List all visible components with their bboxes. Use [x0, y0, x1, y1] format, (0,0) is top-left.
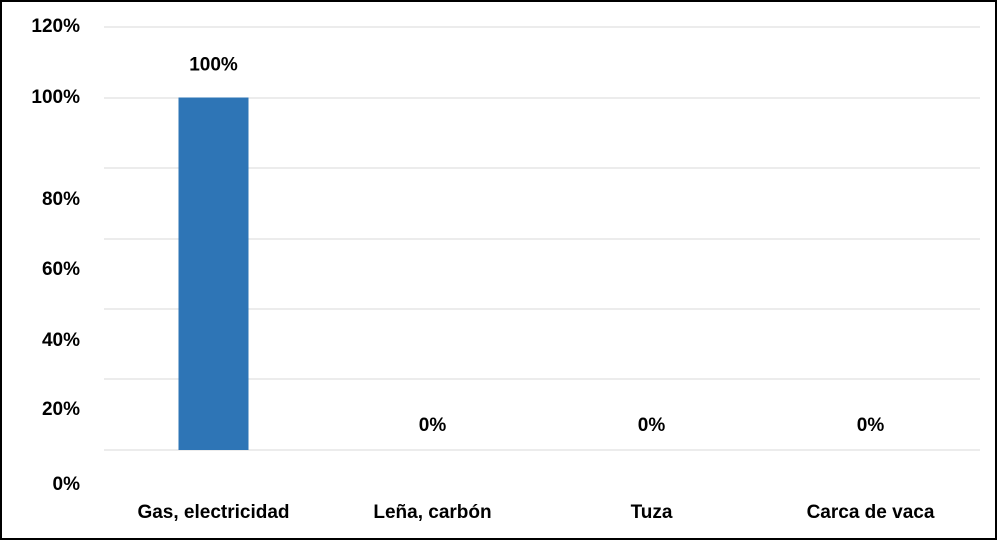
- x-category-label: Tuza: [631, 502, 673, 523]
- x-axis-categories: Gas, electricidad Leña, carbón Tuza Carca d…: [137, 502, 934, 523]
- y-tick-label: 120%: [31, 16, 80, 37]
- data-label: 0%: [857, 415, 885, 436]
- bar-chart: 0% 20% 40% 60% 80% 100% 120% Gas, electricidad…: [31, 16, 980, 523]
- y-tick-label: 80%: [42, 189, 80, 210]
- y-tick-label: 100%: [31, 87, 80, 108]
- x-category-label: Gas, electricidad: [137, 502, 289, 523]
- y-tick-label: 20%: [42, 399, 80, 420]
- x-category-label: Carca de vaca: [807, 502, 935, 523]
- y-axis-ticks: 0% 20% 40% 60% 80% 100% 120%: [31, 16, 80, 495]
- bars: [178, 97, 249, 450]
- data-label: 0%: [419, 415, 447, 436]
- data-label: 0%: [638, 415, 666, 436]
- data-label: 100%: [189, 55, 238, 76]
- bar: [178, 97, 249, 450]
- y-tick-label: 0%: [53, 474, 81, 495]
- data-labels: 100% 0% 0% 0%: [189, 55, 884, 437]
- y-tick-label: 60%: [42, 259, 80, 280]
- x-category-label: Leña, carbón: [373, 502, 491, 523]
- y-tick-label: 40%: [42, 330, 80, 351]
- gridlines: [104, 26, 980, 451]
